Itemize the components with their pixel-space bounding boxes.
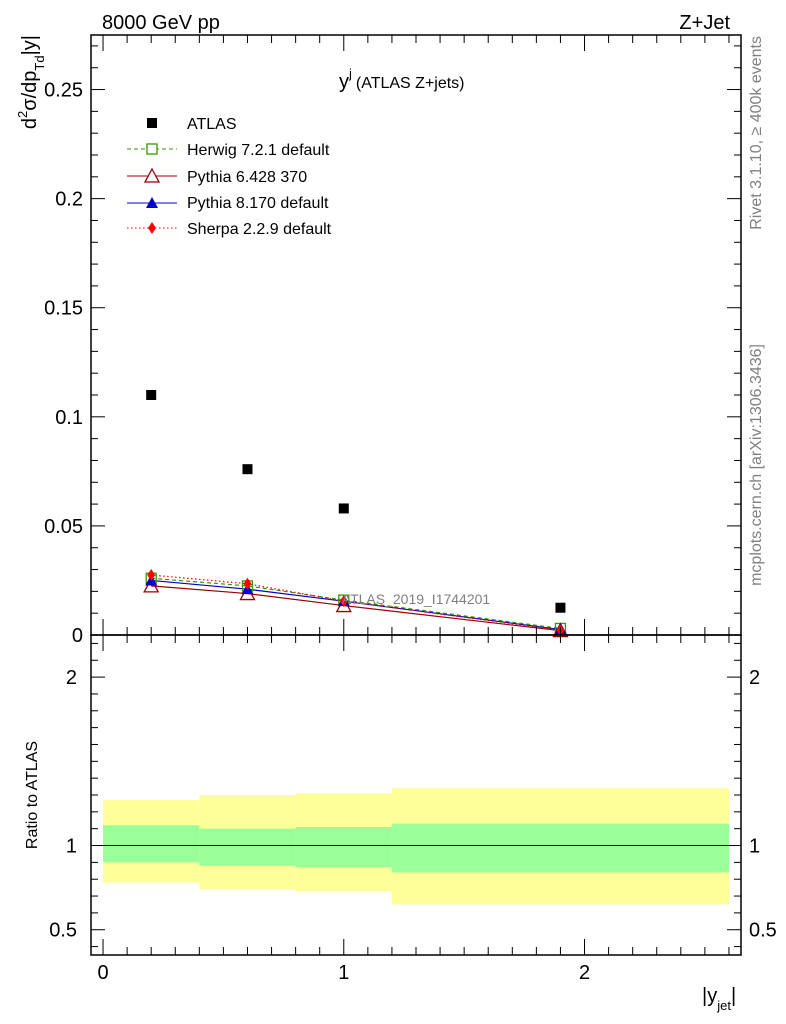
mcplots-source-label: mcplots.cern.ch [arXiv:1306.3436] (748, 344, 765, 586)
plot-title: yj (ATLAS Z+jets) (339, 66, 465, 93)
main-series-markers (143, 390, 569, 638)
main-ytick-label-2: 0.1 (55, 407, 83, 429)
header-left-label: 8000 GeV pp (102, 12, 220, 34)
ratio-tick-labels: 0.5 0.5 1 1 2 2 0 1 2 (49, 667, 777, 984)
legend: ATLAS Herwig 7.2.1 default Pythia 6.428 … (127, 116, 332, 238)
xtick-label-0: 0 (97, 962, 108, 984)
ratio-panel: 0.5 0.5 1 1 2 2 0 1 2 Ratio to ATLAS |yjet| (24, 634, 777, 1013)
main-y-axis-label: d2σ/dpTd|y| (15, 35, 47, 129)
series-line-pythia8 (151, 579, 561, 631)
ratio-ytick-label-left-2: 2 (66, 667, 77, 689)
marker-sherpa-2 (339, 595, 348, 608)
series-line-sherpa (151, 574, 561, 631)
legend-label-atlas: ATLAS (187, 116, 237, 133)
xlabel-main: |y (702, 985, 717, 1007)
plot-title-main: y (339, 71, 349, 93)
main-ytick-label-5: 0.25 (44, 80, 83, 102)
xtick-label-1: 1 (338, 962, 349, 984)
ratio-ytick-label-left-0: 0.5 (49, 920, 77, 942)
ratio-band-inner-0 (103, 825, 200, 863)
legend-item-pythia8: Pythia 8.170 default (127, 195, 329, 212)
ratio-band-inner-2 (295, 827, 392, 868)
ratio-y-axis-label: Ratio to ATLAS (24, 741, 41, 849)
analysis-watermark: ATLAS_2019_I1744201 (342, 591, 491, 607)
main-panel: ATLAS_2019_I1744201 00.050.10.150.20.25 … (15, 34, 742, 647)
legend-label-pythia8: Pythia 8.170 default (187, 195, 329, 212)
rivet-version-label: Rivet 3.1.10, ≥ 400k events (748, 36, 765, 230)
legend-label-sherpa: Sherpa 2.2.9 default (187, 221, 332, 238)
legend-marker-herwig (146, 143, 158, 155)
legend-item-herwig: Herwig 7.2.1 default (127, 142, 330, 159)
ratio-axis-ticks (91, 635, 741, 955)
ratio-uncertainty-bands (103, 788, 729, 905)
ylabel-sub: Td (32, 55, 47, 70)
legend-item-sherpa: Sherpa 2.2.9 default (127, 221, 332, 238)
legend-marker-pythia6 (143, 167, 161, 183)
ratio-ytick-label-left-1: 1 (66, 836, 77, 858)
main-ytick-label-4: 0.2 (55, 189, 83, 211)
main-axis-ticks (91, 35, 741, 636)
ratio-ytick-label-right-2: 2 (749, 667, 760, 689)
legend-item-pythia6: Pythia 6.428 370 (127, 167, 307, 186)
legend-label-pythia6: Pythia 6.428 370 (187, 169, 307, 186)
ratio-ytick-label-right-0: 0.5 (749, 920, 777, 942)
ylabel-mid: σ/dp (19, 71, 41, 111)
legend-marker-sherpa (148, 222, 156, 234)
x-axis-label: |yjet| (702, 985, 736, 1013)
legend-label-herwig: Herwig 7.2.1 default (187, 142, 330, 159)
plot-title-rest: (ATLAS Z+jets) (356, 75, 465, 92)
marker-atlas-2 (338, 503, 349, 514)
ratio-band-inner-1 (199, 828, 296, 866)
marker-sherpa-0 (147, 569, 156, 581)
marker-atlas-3 (555, 602, 566, 613)
xlabel-sub: jet (716, 998, 731, 1013)
ylabel-d: d (19, 118, 41, 129)
marker-atlas-1 (242, 464, 253, 475)
main-series-lines (151, 574, 561, 632)
marker-sherpa-1 (243, 577, 252, 590)
main-ytick-label-0: 0 (72, 625, 83, 647)
legend-marker-pythia8 (146, 197, 158, 208)
ratio-ytick-label-right-1: 1 (749, 836, 760, 858)
ylabel-tail: |y| (19, 35, 41, 55)
main-y-tick-labels: 0 0.05 0.1 0.15 0.2 0.25 (44, 80, 83, 647)
xlabel-tail: | (731, 985, 736, 1007)
header-right-label: Z+Jet (679, 12, 730, 34)
ratio-band-inner-3 (391, 823, 729, 873)
series-line-pythia6 (151, 585, 561, 632)
legend-marker-atlas (147, 118, 157, 128)
ylabel-sup: 2 (15, 111, 30, 118)
series-line-herwig (151, 577, 561, 630)
main-ytick-label-3: 0.15 (44, 298, 83, 320)
marker-atlas-0 (146, 390, 157, 400)
xtick-label-2: 2 (579, 962, 590, 984)
main-ytick-label-1: 0.05 (44, 516, 83, 538)
plot-title-sup: j (348, 66, 352, 81)
legend-item-atlas: ATLAS (147, 116, 237, 133)
